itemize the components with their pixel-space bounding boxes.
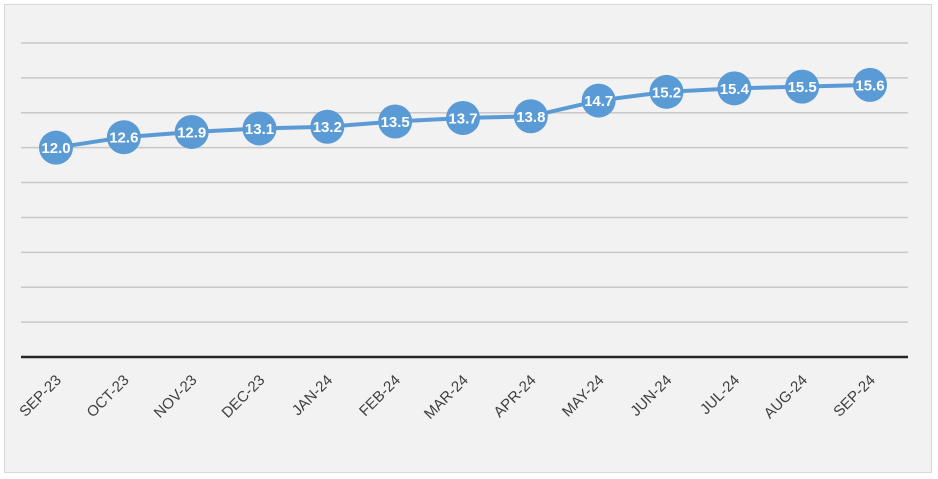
data-point-marker (785, 69, 820, 104)
x-tick-label: SEP-24 (830, 372, 879, 421)
x-tick-label: FEB-24 (356, 372, 404, 420)
x-tick-label: SEP-23 (16, 372, 65, 421)
x-tick-label: JUN-24 (627, 372, 675, 420)
x-tick-label: MAY-24 (559, 372, 608, 421)
data-markers: 12.0 12.6 12.9 13.1 13.2 13.5 13.7 13.8 14.7 15.2… (39, 67, 887, 165)
data-point-marker (581, 83, 616, 118)
data-point-marker (310, 109, 345, 144)
data-point-marker (853, 67, 887, 102)
data-point: 15.5 (785, 69, 820, 104)
data-point-marker (513, 99, 548, 134)
data-point-marker (174, 114, 209, 149)
line-chart: 12.0 12.6 12.9 13.1 13.2 13.5 13.7 13.8 14.7 15.2… (16, 42, 908, 423)
data-point-marker (717, 71, 752, 106)
data-point: 15.4 (717, 71, 752, 106)
data-label: 13.2 (313, 119, 342, 136)
chart-area: 12.0 12.6 12.9 13.1 13.2 13.5 13.7 13.8 14.7 15.2… (4, 4, 932, 473)
data-point: 15.2 (649, 74, 684, 109)
data-point-marker (378, 104, 413, 139)
data-label: 15.2 (652, 84, 681, 101)
data-point-marker (446, 101, 480, 136)
data-label: 13.7 (448, 111, 477, 128)
x-axis-tick-labels: SEP-23 OCT-23 NOV-23 DEC-23 JAN-24 FEB-24 MAR-… (16, 372, 879, 423)
data-point: 13.7 (446, 101, 480, 136)
x-tick-label: DEC-23 (219, 372, 269, 422)
data-label: 12.0 (41, 140, 70, 157)
data-point: 13.8 (513, 99, 548, 134)
data-point: 12.0 (39, 130, 73, 165)
data-label: 14.7 (584, 93, 613, 110)
data-point: 13.5 (378, 104, 413, 139)
x-tick-label: OCT-23 (84, 372, 133, 421)
data-label: 12.6 (109, 130, 138, 147)
data-label: 13.1 (245, 121, 274, 138)
data-label: 15.4 (720, 81, 750, 98)
data-point: 12.6 (106, 120, 141, 155)
gridlines (21, 42, 908, 359)
x-tick-label: AUG-24 (761, 372, 811, 422)
x-tick-label: JAN-24 (289, 372, 336, 419)
data-label: 12.9 (177, 124, 206, 141)
data-point: 15.6 (853, 67, 887, 102)
data-point: 12.9 (174, 114, 209, 149)
data-label: 13.5 (381, 114, 410, 131)
data-label: 13.8 (516, 109, 545, 126)
data-point-marker (39, 130, 73, 165)
data-label: 15.6 (855, 77, 884, 94)
data-point-marker (242, 111, 277, 146)
data-label: 15.5 (788, 79, 817, 96)
x-tick-label: JUL-24 (697, 372, 743, 418)
x-tick-label: APR-24 (490, 372, 539, 421)
data-point: 13.1 (242, 111, 277, 146)
data-point-marker (649, 74, 684, 109)
x-tick-label: NOV-23 (151, 372, 201, 422)
data-point: 13.2 (310, 109, 345, 144)
x-tick-label: MAR-24 (421, 372, 472, 423)
data-point: 14.7 (581, 83, 616, 118)
data-point-marker (106, 120, 141, 155)
